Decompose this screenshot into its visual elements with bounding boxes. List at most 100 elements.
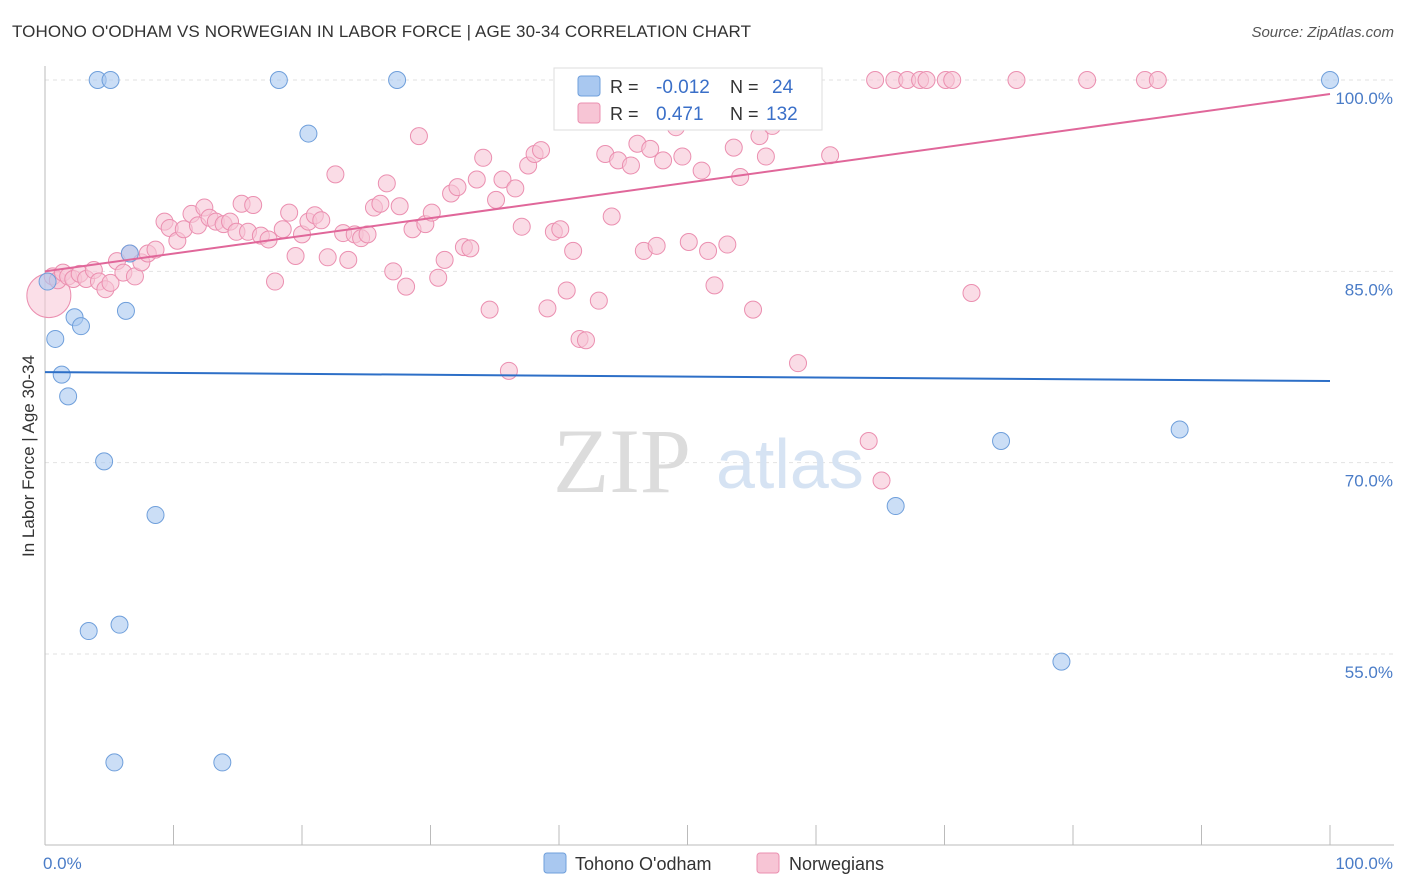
- norwegian-point[interactable]: [917, 71, 936, 89]
- watermark-atlas: atlas: [716, 425, 864, 503]
- norwegian-point[interactable]: [705, 276, 724, 295]
- norwegian-point[interactable]: [101, 273, 120, 292]
- norwegian-point[interactable]: [872, 471, 891, 490]
- norwegian-point[interactable]: [679, 232, 698, 251]
- legend-r-label-1: R =: [610, 77, 639, 97]
- norwegian-point[interactable]: [312, 211, 331, 230]
- norwegian-point[interactable]: [551, 220, 570, 239]
- norwegian-point[interactable]: [576, 331, 595, 350]
- tohono-point[interactable]: [110, 615, 129, 634]
- norwegian-point[interactable]: [474, 148, 493, 167]
- tohono-point[interactable]: [105, 753, 124, 772]
- norwegian-point[interactable]: [339, 250, 358, 269]
- chart-source: Source: ZipAtlas.com: [1251, 24, 1394, 41]
- norwegian-point[interactable]: [429, 268, 448, 287]
- tohono-point[interactable]: [269, 71, 288, 89]
- y-tick-label: 100.0%: [1335, 89, 1393, 108]
- norwegian-point[interactable]: [943, 71, 962, 89]
- norwegian-point[interactable]: [602, 207, 621, 226]
- norwegian-point[interactable]: [487, 190, 506, 209]
- norwegian-point[interactable]: [647, 236, 666, 255]
- legend-swatch-tohono: [577, 75, 601, 97]
- norwegian-point[interactable]: [789, 354, 808, 373]
- norwegian-point[interactable]: [286, 247, 305, 266]
- norwegian-point[interactable]: [621, 156, 640, 175]
- tohono-point[interactable]: [388, 71, 407, 89]
- points-layer: [26, 71, 1339, 772]
- norwegian-point[interactable]: [146, 240, 165, 259]
- tohono-point[interactable]: [213, 753, 232, 772]
- legend-n-value-2: 132: [766, 104, 798, 125]
- tohono-point[interactable]: [38, 272, 57, 291]
- norwegian-point[interactable]: [699, 241, 718, 260]
- norwegian-point[interactable]: [273, 220, 292, 239]
- norwegian-point[interactable]: [866, 71, 885, 89]
- norwegian-point[interactable]: [435, 250, 454, 269]
- tohono-point[interactable]: [146, 505, 165, 524]
- tohono-point[interactable]: [120, 244, 139, 263]
- norwegian-point[interactable]: [384, 262, 403, 281]
- norwegian-point[interactable]: [724, 138, 743, 157]
- tohono-point[interactable]: [59, 387, 78, 406]
- norwegian-point[interactable]: [280, 203, 299, 222]
- watermark: ZIP atlas: [553, 410, 864, 512]
- norwegian-point[interactable]: [461, 239, 480, 258]
- tohono-point[interactable]: [79, 622, 98, 641]
- tohono-point[interactable]: [101, 71, 120, 89]
- norwegian-point[interactable]: [318, 248, 337, 267]
- norwegian-point[interactable]: [962, 284, 981, 303]
- tohono-point[interactable]: [1170, 420, 1189, 439]
- tohono-point[interactable]: [52, 365, 71, 384]
- norwegian-point[interactable]: [859, 431, 878, 450]
- norwegian-point[interactable]: [448, 178, 467, 197]
- bottom-legend-label-norwegians[interactable]: Norwegians: [789, 854, 884, 874]
- norwegian-point[interactable]: [390, 197, 409, 216]
- norwegian-point[interactable]: [397, 277, 416, 296]
- norwegian-point[interactable]: [467, 170, 486, 189]
- norwegian-point[interactable]: [1007, 71, 1026, 89]
- norwegian-point[interactable]: [244, 196, 263, 215]
- trend-line-tohono-oodham: [44, 371, 1331, 383]
- norwegian-point[interactable]: [557, 281, 576, 300]
- norwegian-point[interactable]: [1078, 71, 1097, 89]
- norwegian-point[interactable]: [692, 161, 711, 180]
- norwegian-point[interactable]: [506, 179, 525, 198]
- norwegian-point[interactable]: [493, 170, 512, 189]
- norwegian-point[interactable]: [377, 174, 396, 193]
- tohono-point[interactable]: [1321, 71, 1339, 89]
- norwegian-point[interactable]: [480, 300, 499, 319]
- legend-r-label-2: R =: [610, 104, 639, 124]
- norwegian-point[interactable]: [532, 141, 551, 160]
- norwegian-point[interactable]: [641, 139, 660, 158]
- tohono-point[interactable]: [71, 317, 90, 336]
- tohono-point[interactable]: [116, 301, 135, 320]
- bottom-legend-swatch-tohono[interactable]: [543, 852, 567, 874]
- axis-layer: 100.0% 85.0% 70.0% 55.0% 0.0% 100.0%: [43, 66, 1394, 873]
- bottom-legend-swatch-norwegians[interactable]: [756, 852, 780, 874]
- norwegian-point[interactable]: [1148, 71, 1167, 89]
- tohono-point[interactable]: [46, 329, 65, 348]
- bottom-legend-label-tohono[interactable]: Tohono O'odham: [575, 854, 712, 874]
- norwegian-point[interactable]: [266, 272, 285, 291]
- legend-n-value-1: 24: [772, 77, 794, 98]
- tohono-point[interactable]: [992, 431, 1011, 450]
- norwegian-point[interactable]: [564, 241, 583, 260]
- norwegian-point[interactable]: [589, 291, 608, 310]
- norwegian-point[interactable]: [654, 151, 673, 170]
- norwegian-point[interactable]: [326, 165, 345, 184]
- legend-n-label-2: N =: [730, 104, 759, 124]
- norwegian-point[interactable]: [409, 127, 428, 146]
- tohono-point[interactable]: [95, 452, 114, 471]
- norwegian-point[interactable]: [744, 300, 763, 319]
- norwegian-point[interactable]: [499, 361, 518, 380]
- tohono-point[interactable]: [299, 124, 318, 143]
- norwegian-point[interactable]: [756, 147, 775, 166]
- tohono-point[interactable]: [886, 497, 905, 516]
- tohono-point[interactable]: [1052, 652, 1071, 671]
- norwegian-point[interactable]: [673, 147, 692, 166]
- norwegian-point[interactable]: [371, 194, 390, 213]
- norwegian-point[interactable]: [512, 217, 531, 236]
- norwegian-point[interactable]: [718, 235, 737, 254]
- norwegian-point[interactable]: [538, 299, 557, 318]
- legend-swatch-norwegians: [577, 102, 601, 124]
